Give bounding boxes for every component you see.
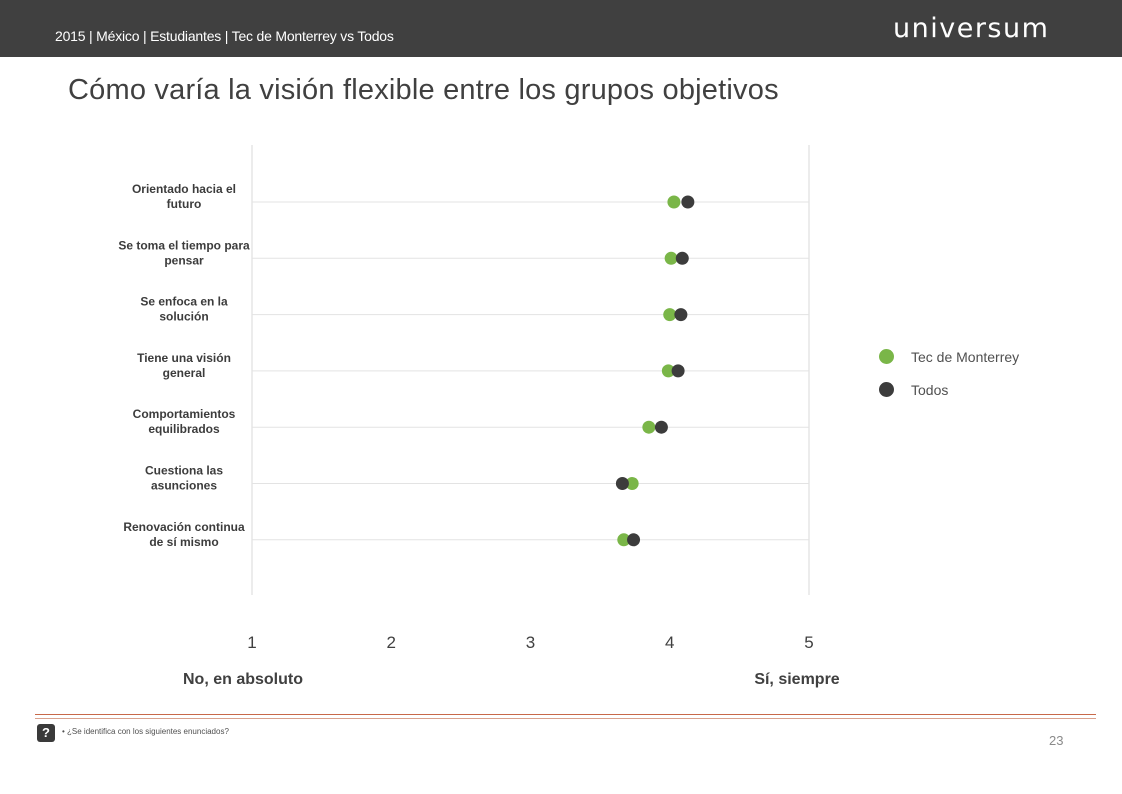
footer-rule: [35, 714, 1096, 715]
category-label: Se toma el tiempo para: [118, 238, 250, 252]
breadcrumb: 2015 | México | Estudiantes | Tec de Mon…: [55, 28, 394, 44]
legend-dot-tec: [879, 349, 894, 364]
data-point-todos: [671, 364, 685, 378]
data-point-todos: [615, 477, 629, 490]
footer-rule-secondary: [35, 718, 1096, 719]
page-number: 23: [1049, 733, 1064, 748]
data-point-tec: [661, 364, 675, 378]
legend-dot-todos: [879, 382, 894, 397]
category-label: general: [163, 366, 206, 380]
category-label: Renovación continua: [123, 520, 245, 534]
data-point-todos: [654, 420, 668, 434]
data-point-todos: [627, 533, 641, 547]
category-label: Comportamientos: [133, 407, 236, 421]
category-label: Orientado hacia el: [132, 182, 236, 196]
data-point-tec: [664, 251, 678, 265]
legend-label-tec: Tec de Monterrey: [911, 348, 1020, 365]
scale-label-max: Sí, siempre: [754, 671, 839, 688]
category-label: Cuestiona las: [145, 464, 223, 478]
x-tick-label: 5: [804, 633, 813, 652]
data-point-todos: [681, 195, 695, 209]
universum-logo: universum: [893, 13, 1050, 44]
category-label: de sí mismo: [149, 535, 218, 549]
scale-label-min: No, en absoluto: [183, 671, 303, 688]
category-label: pensar: [164, 253, 204, 267]
footnote: • ¿Se identifica con los siguientes enun…: [62, 727, 229, 736]
data-point-todos: [674, 308, 688, 322]
legend-item-todos: Todos: [879, 373, 1019, 406]
x-tick-label: 1: [247, 633, 256, 652]
category-label: futuro: [167, 197, 202, 211]
category-label: asunciones: [151, 479, 217, 493]
category-label: Se enfoca en la: [140, 295, 228, 309]
legend-label-todos: Todos: [911, 381, 949, 398]
x-tick-label: 3: [526, 633, 535, 652]
x-tick-label: 4: [665, 633, 674, 652]
category-label: solución: [159, 310, 208, 324]
header-bar: 2015 | México | Estudiantes | Tec de Mon…: [0, 0, 1122, 57]
data-point-tec: [642, 420, 656, 434]
question-icon: ?: [37, 724, 55, 742]
data-point-tec: [667, 195, 681, 209]
page-title: Cómo varía la visión flexible entre los …: [68, 74, 779, 106]
category-label: equilibrados: [148, 422, 220, 436]
category-label: Tiene una visión: [137, 351, 231, 365]
chart-legend: Tec de Monterrey Todos: [879, 340, 1019, 406]
data-point-todos: [675, 251, 689, 265]
x-tick-label: 2: [387, 633, 396, 652]
data-point-tec: [663, 308, 677, 322]
data-point-tec: [625, 477, 639, 490]
data-point-tec: [617, 533, 631, 547]
legend-item-tec: Tec de Monterrey: [879, 340, 1019, 373]
